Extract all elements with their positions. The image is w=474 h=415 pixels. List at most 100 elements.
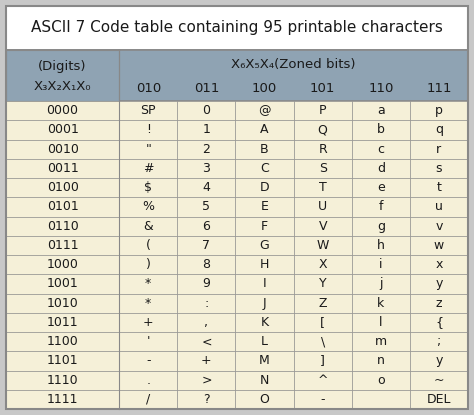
Bar (352, 371, 410, 390)
Text: (: ( (146, 239, 151, 252)
Bar (6, 49, 468, 101)
Text: m: m (375, 335, 387, 348)
Text: a: a (377, 104, 385, 117)
Bar (177, 139, 236, 159)
Text: O: O (260, 393, 269, 406)
Text: 5: 5 (202, 200, 210, 213)
Bar (119, 120, 177, 139)
Text: ]: ] (320, 354, 325, 367)
Text: v: v (435, 220, 443, 233)
Text: SP: SP (140, 104, 156, 117)
Text: 1011: 1011 (47, 316, 78, 329)
Bar (6, 197, 119, 217)
Text: 9: 9 (202, 277, 210, 290)
Bar (352, 293, 410, 313)
Bar (119, 197, 177, 217)
Bar (293, 236, 352, 255)
Text: W: W (317, 239, 329, 252)
Text: w: w (434, 239, 444, 252)
Bar (119, 101, 177, 120)
Text: 8: 8 (202, 258, 210, 271)
Bar (177, 101, 236, 120)
Bar (177, 390, 236, 409)
Text: 111: 111 (426, 82, 452, 95)
Bar (410, 178, 468, 197)
Bar (293, 178, 352, 197)
Text: U: U (318, 200, 327, 213)
Bar (293, 293, 352, 313)
Text: 0: 0 (202, 104, 210, 117)
Bar (236, 332, 293, 351)
Bar (119, 274, 177, 293)
Bar (410, 293, 468, 313)
Text: ;: ; (437, 335, 441, 348)
Text: 011: 011 (194, 82, 219, 95)
Text: B: B (260, 143, 269, 156)
Bar (293, 120, 352, 139)
Bar (352, 217, 410, 236)
Bar (177, 178, 236, 197)
Text: Y: Y (319, 277, 327, 290)
Bar (119, 139, 177, 159)
Text: x: x (435, 258, 443, 271)
Text: 1010: 1010 (47, 297, 79, 310)
Text: Z: Z (319, 297, 327, 310)
Text: n: n (377, 354, 385, 367)
Bar (410, 236, 468, 255)
Bar (410, 159, 468, 178)
Text: ): ) (146, 258, 151, 271)
Bar (6, 139, 119, 159)
Text: y: y (435, 354, 443, 367)
Bar (119, 293, 177, 313)
Text: 0111: 0111 (47, 239, 78, 252)
Text: 7: 7 (202, 239, 210, 252)
Text: 4: 4 (202, 181, 210, 194)
Text: -: - (146, 354, 151, 367)
Bar (410, 120, 468, 139)
Text: 1000: 1000 (46, 258, 79, 271)
Bar (293, 371, 352, 390)
Text: X: X (319, 258, 327, 271)
Bar (410, 371, 468, 390)
Bar (293, 197, 352, 217)
Bar (119, 332, 177, 351)
Text: *: * (145, 297, 151, 310)
Text: 101: 101 (310, 82, 335, 95)
Text: u: u (435, 200, 443, 213)
Text: ,: , (204, 316, 209, 329)
Bar (236, 159, 293, 178)
Bar (6, 159, 119, 178)
Bar (352, 313, 410, 332)
Text: 010: 010 (136, 82, 161, 95)
Text: J: J (263, 297, 266, 310)
Text: k: k (377, 297, 384, 310)
Bar (410, 139, 468, 159)
Text: f: f (379, 200, 383, 213)
Bar (352, 120, 410, 139)
Bar (6, 6, 468, 49)
Text: ': ' (146, 335, 150, 348)
Bar (236, 371, 293, 390)
Text: -: - (320, 393, 325, 406)
Text: e: e (377, 181, 385, 194)
Text: q: q (435, 124, 443, 137)
Bar (236, 313, 293, 332)
Text: 0010: 0010 (46, 143, 79, 156)
Bar (236, 274, 293, 293)
Text: ?: ? (203, 393, 210, 406)
Text: V: V (319, 220, 327, 233)
Bar (119, 371, 177, 390)
Text: E: E (261, 200, 268, 213)
Bar (352, 274, 410, 293)
Text: {: { (435, 316, 443, 329)
Text: G: G (260, 239, 269, 252)
Bar (177, 217, 236, 236)
Text: 6: 6 (202, 220, 210, 233)
Bar (293, 390, 352, 409)
Bar (177, 274, 236, 293)
Text: ": " (146, 143, 151, 156)
Bar (119, 217, 177, 236)
Text: <: < (201, 335, 212, 348)
Bar (177, 371, 236, 390)
Bar (293, 332, 352, 351)
